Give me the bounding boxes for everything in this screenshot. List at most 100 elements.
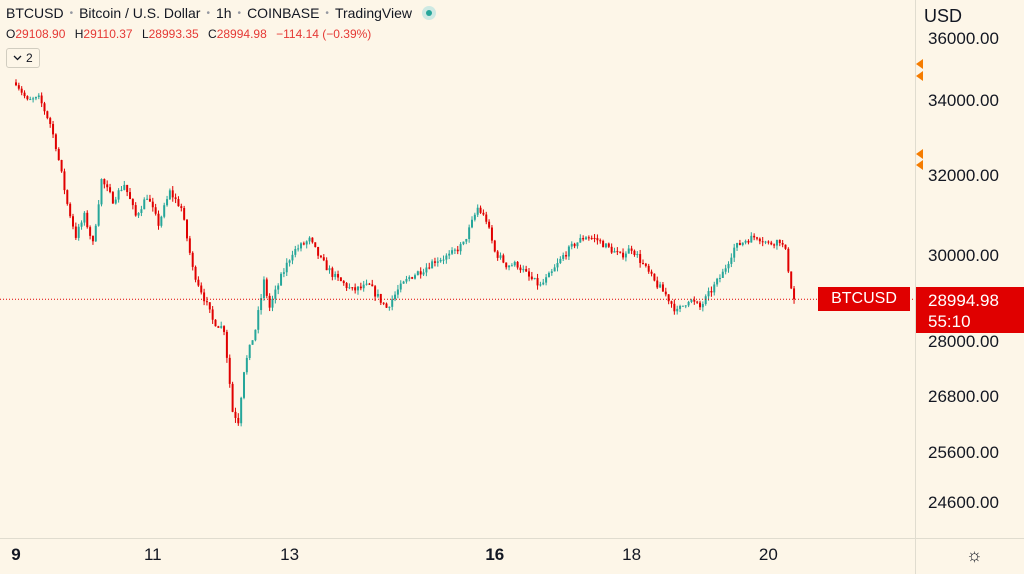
- candle-down: [790, 271, 793, 289]
- price-alert-marker[interactable]: [916, 58, 923, 69]
- candle-up: [100, 179, 103, 205]
- candle-down: [433, 261, 436, 263]
- gear-icon[interactable]: ☼: [966, 545, 983, 565]
- interval[interactable]: 1h: [215, 5, 232, 21]
- indicators-toggle-button[interactable]: 2: [6, 48, 40, 68]
- candle-down: [385, 303, 388, 308]
- candle-down: [52, 123, 55, 135]
- candle-up: [681, 305, 684, 307]
- candle-down: [747, 240, 750, 243]
- candle-up: [448, 253, 451, 256]
- candle-down: [89, 227, 92, 236]
- candle-down: [46, 111, 49, 119]
- candle-down: [66, 190, 69, 204]
- candle-down: [382, 302, 385, 304]
- price-alert-marker[interactable]: [916, 71, 923, 82]
- symbol-price-tag: BTCUSD: [818, 287, 910, 312]
- price-alert-marker[interactable]: [916, 148, 923, 159]
- candle-down: [203, 292, 206, 302]
- candle-up: [510, 265, 513, 267]
- candle-down: [607, 243, 610, 247]
- price-tick-label: 24600.00: [928, 493, 999, 512]
- candle-down: [758, 238, 761, 242]
- candle-up: [439, 259, 442, 262]
- candle-down: [371, 284, 374, 287]
- candle-up: [251, 340, 254, 345]
- time-axis[interactable]: 9 11 13 16 18 20: [0, 538, 915, 574]
- chevron-down-icon: [13, 55, 22, 61]
- price-tick-label: 28000.00: [928, 332, 999, 351]
- candle-up: [305, 241, 308, 245]
- candle-up: [405, 278, 408, 282]
- candle-up: [376, 293, 379, 297]
- candle-down: [15, 82, 17, 86]
- candle-down: [793, 288, 796, 300]
- candle-up: [624, 253, 627, 258]
- candle-down: [339, 277, 342, 282]
- time-tick-label: 18: [622, 545, 642, 564]
- symbol-code[interactable]: BTCUSD: [6, 5, 64, 21]
- axis-corner: ☼: [915, 538, 1024, 574]
- candle-up: [274, 289, 277, 299]
- candlestick-plot: [0, 79, 915, 427]
- candle-down: [710, 291, 713, 293]
- candle-down: [345, 283, 348, 289]
- candle-up: [285, 262, 288, 273]
- candle-up: [539, 284, 542, 286]
- candle-up: [473, 214, 476, 220]
- candle-up: [334, 273, 337, 277]
- candle-down: [536, 277, 539, 286]
- candle-down: [573, 243, 576, 247]
- candle-down: [456, 249, 459, 252]
- candle-up: [396, 289, 399, 295]
- candle-down: [428, 267, 431, 269]
- candle-up: [248, 344, 251, 358]
- candle-down: [784, 244, 787, 249]
- candle-up: [308, 237, 311, 242]
- candle-up: [220, 326, 223, 328]
- candle-up: [542, 282, 545, 285]
- candle-down: [696, 301, 699, 303]
- candle-down: [40, 95, 43, 104]
- price-alert-marker[interactable]: [916, 159, 923, 170]
- candle-up: [718, 277, 721, 279]
- candle-down: [151, 201, 154, 208]
- candle-down: [337, 273, 340, 278]
- candle-up: [576, 242, 579, 247]
- candle-up: [140, 209, 143, 213]
- candle-down: [656, 280, 659, 288]
- candle-up: [348, 287, 351, 289]
- candle-up: [97, 204, 100, 226]
- candle-down: [208, 302, 211, 310]
- candle-up: [727, 263, 730, 269]
- candle-up: [120, 189, 123, 191]
- open-label: O: [6, 27, 16, 41]
- candle-down: [633, 250, 636, 255]
- candle-down: [647, 265, 650, 272]
- candle-up: [166, 199, 169, 206]
- candle-down: [738, 242, 741, 245]
- candle-up: [724, 268, 727, 272]
- candle-down: [237, 417, 240, 424]
- time-tick-label: 20: [758, 545, 778, 564]
- candle-down: [234, 411, 237, 418]
- candle-up: [522, 269, 525, 271]
- candle-down: [154, 207, 157, 214]
- candle-up: [553, 267, 556, 272]
- currency-label[interactable]: USD: [924, 6, 963, 26]
- candle-up: [741, 242, 744, 245]
- candle-down: [670, 301, 673, 304]
- indicators-count: 2: [26, 51, 33, 65]
- candle-up: [422, 272, 425, 275]
- candle-up: [744, 240, 747, 243]
- close-value: 28994.98: [216, 27, 267, 41]
- symbol-header: BTCUSD • Bitcoin / U.S. Dollar • 1h • CO…: [6, 5, 436, 21]
- candle-up: [280, 273, 283, 286]
- candle-up: [679, 306, 682, 309]
- candle-down: [505, 262, 508, 268]
- price-axis[interactable]: USD 36000.00 34000.00 32000.00 30000.00 2800…: [915, 0, 1024, 538]
- chart-area[interactable]: BTCUSD • Bitcoin / U.S. Dollar • 1h • CO…: [0, 0, 915, 538]
- candle-up: [547, 272, 550, 278]
- candle-down: [265, 279, 268, 296]
- candle-up: [94, 225, 97, 242]
